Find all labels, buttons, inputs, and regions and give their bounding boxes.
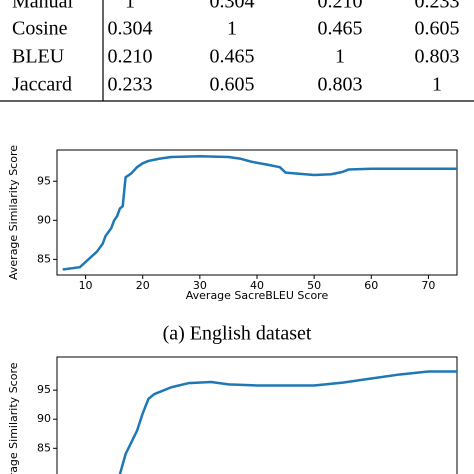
table-cell: 0.803	[415, 46, 460, 68]
table-cell: 1	[432, 74, 442, 96]
table-cell: 0.465	[210, 46, 255, 68]
plot-frame	[56, 356, 458, 474]
y-tick-label: 90	[37, 412, 51, 425]
x-axis-label: Average SacreBLEU Score	[186, 289, 329, 302]
y-tick-label: 90	[37, 213, 51, 226]
table-cell: 0.233	[108, 74, 153, 96]
table-cell: 1	[335, 46, 345, 68]
caption: (a) English dataset	[163, 323, 312, 345]
y-tick-label: 95	[37, 383, 51, 396]
y-axis-label: Average Similarity Score	[7, 145, 20, 280]
x-tick-label: 60	[364, 279, 378, 292]
table-cell: 1	[125, 0, 135, 13]
x-tick-label: 40	[250, 279, 264, 292]
x-tick-label: 10	[79, 279, 93, 292]
table-cell: 1	[227, 18, 237, 40]
y-tick-label: 85	[37, 441, 51, 454]
x-tick-label: 30	[193, 279, 207, 292]
y-tick-label: 85	[37, 252, 51, 265]
x-tick-label: 20	[136, 279, 150, 292]
table-cell: 0.210	[108, 46, 153, 68]
row-label: BLEU	[12, 46, 65, 68]
x-tick-label: 50	[307, 279, 321, 292]
table-cell: 0.605	[415, 18, 460, 40]
table-cell: 0.233	[415, 0, 460, 13]
table-cell: 0.803	[318, 74, 363, 96]
row-label: Jaccard	[12, 74, 72, 96]
row-label: Cosine	[12, 18, 68, 40]
data-line	[62, 155, 457, 271]
table-cell: 0.210	[318, 0, 363, 13]
table-cell: 0.304	[108, 18, 153, 40]
table-cell: 0.605	[210, 74, 255, 96]
x-tick-label: 70	[421, 279, 435, 292]
y-axis-label: Average Similarity Score	[7, 362, 20, 474]
row-label: Manual	[12, 0, 74, 13]
y-tick-label: 95	[37, 174, 51, 187]
table-cell: 0.304	[210, 0, 255, 13]
table-cell: 0.465	[318, 18, 363, 40]
data-line	[118, 370, 457, 474]
